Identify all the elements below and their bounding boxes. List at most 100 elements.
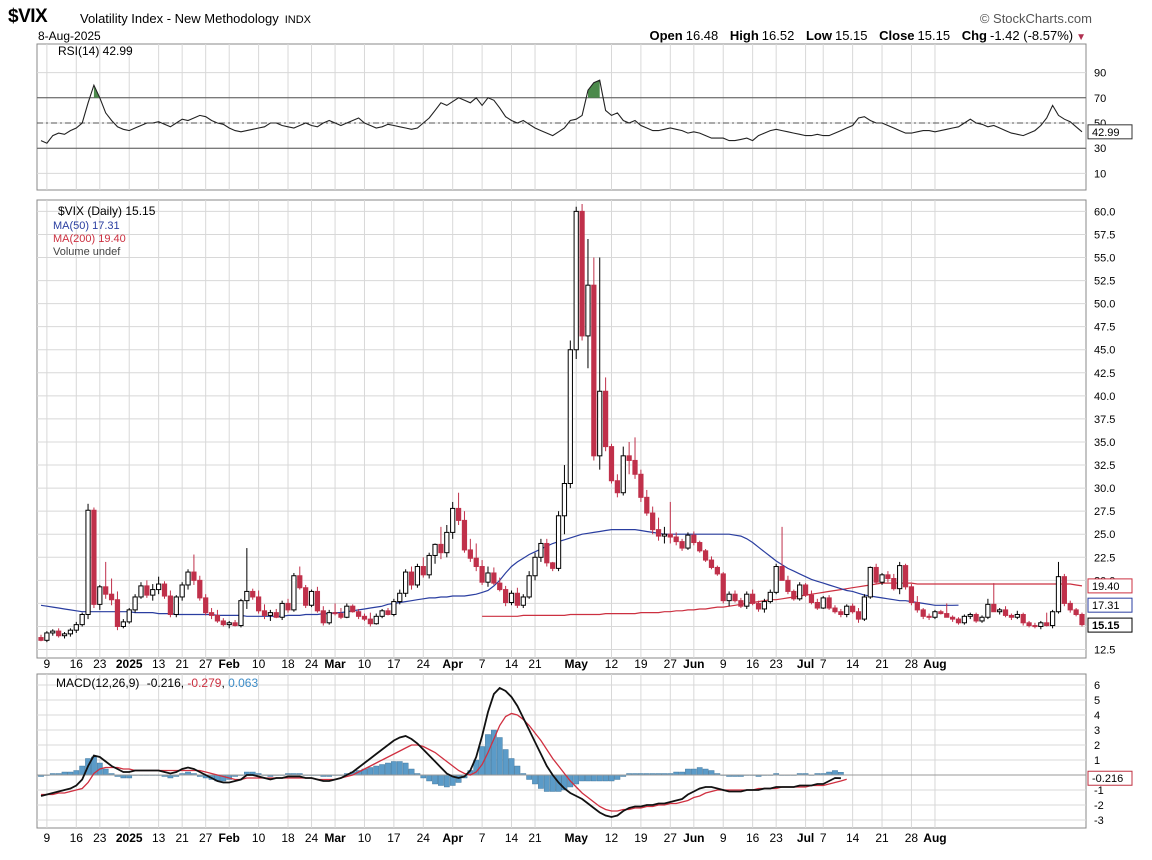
macd-tick-label: 6	[1094, 680, 1100, 692]
brand-link[interactable]: © StockCharts.com	[979, 11, 1092, 26]
legends: RSI(14) 42.99 $VIX (Daily) 15.15 MA(50) …	[53, 44, 258, 690]
candle-down	[1008, 614, 1015, 618]
macd-histogram-bar	[73, 770, 80, 776]
price-tick-label: 27.5	[1094, 506, 1115, 518]
x-axis-label: 7	[820, 657, 827, 671]
x-axis-label: 9	[720, 657, 727, 671]
candle-up	[397, 592, 403, 603]
candle-down	[708, 559, 715, 568]
macd-histogram-bar	[602, 774, 609, 782]
candle-down	[191, 571, 197, 581]
macd-legend-value: -0.216	[147, 676, 181, 690]
candle-up	[44, 632, 50, 641]
close-value: 15.15	[917, 28, 951, 43]
candle-down	[455, 507, 462, 521]
x-axis-label: 24	[417, 831, 431, 845]
candle-down	[885, 574, 891, 580]
x-axis-label: 10	[358, 831, 372, 845]
price-frame	[36, 199, 1087, 659]
candle-down	[438, 543, 444, 554]
x-axis-label: 21	[528, 831, 542, 845]
price-tick-label: 37.5	[1094, 414, 1115, 426]
candle-up	[620, 455, 626, 494]
candle-down	[720, 573, 726, 602]
candle-down	[1067, 602, 1073, 611]
candle-up	[532, 556, 538, 577]
macd-histogram-bar	[538, 774, 544, 789]
x-axis-label: 13	[152, 657, 166, 671]
candle-up	[761, 601, 768, 610]
candle-down	[808, 594, 815, 603]
x-axis-label: 10	[358, 657, 372, 671]
candle-up	[1038, 622, 1044, 627]
candle-down	[626, 455, 632, 461]
candle-up	[244, 590, 250, 602]
x-axis-label: 28	[905, 657, 919, 671]
price-tick-label: 60.0	[1094, 206, 1115, 218]
candle-down	[602, 390, 609, 448]
macd-histogram-bar	[385, 762, 391, 776]
candle-down	[338, 613, 344, 618]
candle-up	[414, 566, 421, 586]
macd-legend: MACD(12,26,9) -0.216, -0.279, 0.063	[56, 676, 258, 690]
candle-down	[673, 536, 679, 543]
candle-down	[144, 585, 150, 596]
candle-down	[826, 597, 832, 609]
candle-up	[538, 542, 544, 558]
candle-up	[432, 543, 438, 556]
candle-down	[973, 613, 979, 622]
close-last-box	[1087, 617, 1133, 633]
rsi-last-value: 42.99	[1092, 127, 1120, 139]
symbol: $VIX	[8, 6, 48, 27]
x-axis-label: Feb	[219, 657, 240, 671]
candle-up	[1049, 611, 1056, 627]
candle-down	[479, 566, 485, 583]
macd-histogram-bar	[432, 774, 438, 785]
x-axis-label: 18	[281, 831, 295, 845]
candle-up	[156, 583, 162, 591]
x-axis-label: 16	[70, 657, 84, 671]
candle-down	[750, 593, 756, 604]
macd-tick-label: 1	[1094, 755, 1100, 767]
candle-up	[485, 572, 491, 583]
candle-down	[1073, 609, 1079, 615]
candle-down	[714, 566, 720, 575]
candle-down	[361, 615, 368, 620]
macd-histogram-bar	[379, 764, 385, 776]
open-label: Open	[649, 28, 683, 43]
macd-legend-label: MACD(12,26,9)	[56, 676, 139, 690]
candle-up	[726, 593, 732, 602]
candle-up	[997, 609, 1003, 613]
x-axis-label: 7	[479, 831, 486, 845]
macd-histogram-bar	[443, 774, 450, 788]
candle-down	[103, 586, 109, 595]
candle-down	[503, 589, 509, 603]
candle-down	[167, 595, 174, 615]
candle-down	[385, 610, 391, 615]
candle-up	[585, 284, 591, 337]
x-axis-label: 16	[746, 657, 760, 671]
price-tick-label: 42.5	[1094, 368, 1115, 380]
x-axis-label: 21	[875, 657, 889, 671]
candle-up	[150, 589, 156, 596]
macd-histogram-bar	[491, 729, 497, 776]
candle-down	[408, 571, 415, 586]
candle-down	[114, 599, 121, 627]
candle-up	[985, 603, 991, 618]
x-axis-label: 19	[634, 831, 648, 845]
ma200-last-box	[1087, 578, 1133, 594]
candle-down	[91, 509, 97, 605]
candle-up	[573, 210, 579, 351]
rsi-legend: RSI(14) 42.99	[58, 44, 133, 58]
macd-frame	[36, 673, 1087, 829]
candle-down	[420, 566, 426, 576]
x-axis-label: 24	[305, 657, 319, 671]
x-axis-label: 23	[769, 657, 783, 671]
candle-down	[838, 611, 844, 615]
x-axis-label: 16	[746, 831, 760, 845]
candle-up	[185, 571, 191, 586]
candle-down	[332, 612, 338, 615]
candle-down	[644, 496, 650, 514]
x-axis-label: 9	[44, 657, 51, 671]
